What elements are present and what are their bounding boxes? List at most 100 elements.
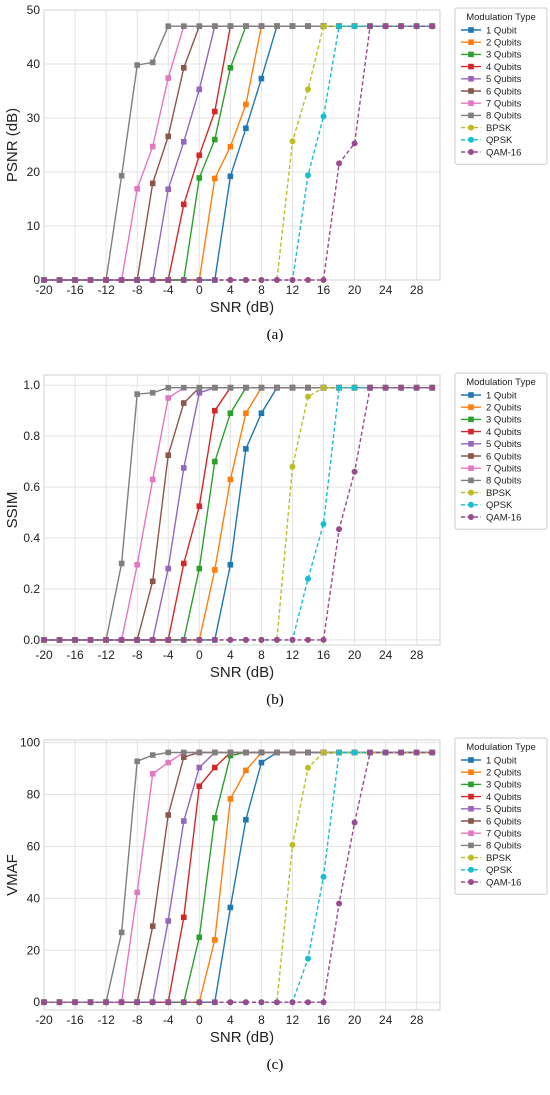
- caption-b: (b): [266, 692, 284, 708]
- legend-label: QAM-16: [486, 512, 521, 523]
- data-point: [305, 636, 311, 643]
- legend-box: [454, 7, 548, 165]
- legend-item-1-qubit: 1 Qubit: [461, 390, 517, 401]
- data-point: [305, 999, 311, 1006]
- data-point: [165, 384, 172, 391]
- data-point: [41, 999, 47, 1006]
- legend-item-qam-16: QAM-16: [461, 512, 521, 523]
- legend-item-6-qubits: 6 Qubits: [461, 451, 522, 462]
- data-point: [211, 277, 218, 283]
- data-point: [227, 904, 234, 911]
- legend-label: 7 Qubits: [486, 464, 522, 475]
- data-point: [227, 796, 234, 802]
- legend-item-6-qubits: 6 Qubits: [461, 86, 522, 97]
- data-point: [212, 136, 218, 143]
- x-tick-label: 20: [348, 1013, 362, 1027]
- x-tick-label: 24: [379, 648, 393, 662]
- data-point: [227, 173, 234, 180]
- data-point: [180, 754, 187, 760]
- legend-label: 1 Qubit: [486, 390, 517, 401]
- legend-item-5-qubits: 5 Qubits: [461, 439, 522, 450]
- x-tick-label: 12: [286, 648, 300, 662]
- data-point: [320, 113, 327, 120]
- data-point: [336, 23, 343, 30]
- data-point: [149, 578, 156, 585]
- x-tick-label: -16: [66, 283, 84, 297]
- y-axis-label: PSNR (dB): [4, 108, 21, 182]
- legend-item-6-qubits: 6 Qubits: [461, 816, 522, 827]
- data-point: [134, 391, 140, 397]
- data-point: [227, 277, 234, 283]
- x-tick-label: 12: [286, 1013, 300, 1027]
- legend-swatch-marker: [468, 830, 474, 836]
- data-point: [227, 999, 234, 1006]
- data-point: [212, 764, 218, 771]
- legend-item-4-qubits: 4 Qubits: [461, 427, 522, 438]
- data-point: [180, 560, 187, 567]
- data-point: [274, 23, 280, 29]
- data-point: [289, 384, 296, 391]
- legend-swatch-marker: [468, 428, 474, 435]
- data-point: [87, 636, 94, 643]
- x-tick-label: -16: [66, 648, 84, 662]
- legend-swatch-marker: [468, 818, 474, 824]
- legend-swatch-marker: [468, 501, 474, 508]
- data-point: [227, 23, 234, 29]
- data-point: [289, 749, 296, 756]
- data-point: [72, 636, 79, 643]
- data-point: [196, 764, 203, 771]
- data-point: [212, 458, 218, 465]
- data-point: [165, 749, 172, 756]
- x-tick-label: 8: [258, 283, 265, 297]
- data-point: [336, 900, 343, 907]
- data-point: [134, 277, 141, 283]
- data-point: [273, 999, 280, 1006]
- legend-label: 5 Qubits: [486, 74, 522, 85]
- data-point: [87, 277, 94, 283]
- x-tick-label: 4: [227, 1013, 234, 1027]
- data-point: [149, 770, 156, 777]
- data-point: [196, 934, 203, 941]
- legend-label: 7 Qubits: [486, 829, 522, 840]
- x-tick-label: 12: [286, 283, 300, 297]
- y-tick-label: 0: [33, 995, 40, 1009]
- legend-label: 4 Qubits: [486, 62, 522, 73]
- data-point: [212, 567, 218, 573]
- x-axis-label: SNR (dB): [210, 299, 274, 316]
- legend-swatch-marker: [468, 453, 474, 459]
- data-point: [227, 410, 234, 417]
- data-point: [196, 152, 203, 159]
- data-point: [242, 636, 249, 643]
- data-point: [227, 384, 234, 391]
- legend-item-4-qubits: 4 Qubits: [461, 62, 522, 73]
- legend-label: BPSK: [486, 123, 512, 134]
- legend-label: 4 Qubits: [486, 792, 522, 803]
- legend-swatch-marker: [468, 866, 474, 873]
- data-point: [243, 23, 249, 29]
- y-tick-label: 0.6: [23, 480, 40, 494]
- data-point: [212, 108, 218, 115]
- data-point: [212, 384, 218, 391]
- data-point: [243, 446, 249, 452]
- data-point: [180, 201, 187, 208]
- data-point: [134, 758, 140, 765]
- data-point: [351, 468, 358, 475]
- data-point: [103, 277, 110, 283]
- legend-item-4-qubits: 4 Qubits: [461, 792, 522, 803]
- data-point: [273, 636, 280, 643]
- data-point: [118, 636, 125, 643]
- legend-swatch-marker: [468, 489, 474, 496]
- psnr-chart: -20 -16 -12 -8 -4 0 4 8 12 16 20 24 28 0 10 20 30 40 50 SNR…: [4, 3, 548, 316]
- data-point: [398, 384, 405, 391]
- legend-swatch-marker: [468, 477, 474, 484]
- legend-label: QPSK: [486, 865, 513, 876]
- data-point: [305, 575, 311, 582]
- data-point: [398, 23, 405, 30]
- legend-item-bpsk: BPSK: [461, 488, 512, 499]
- data-point: [196, 783, 203, 790]
- data-point: [165, 812, 172, 818]
- data-point: [289, 463, 296, 470]
- legend-swatch-marker: [468, 149, 474, 155]
- data-point: [258, 636, 265, 643]
